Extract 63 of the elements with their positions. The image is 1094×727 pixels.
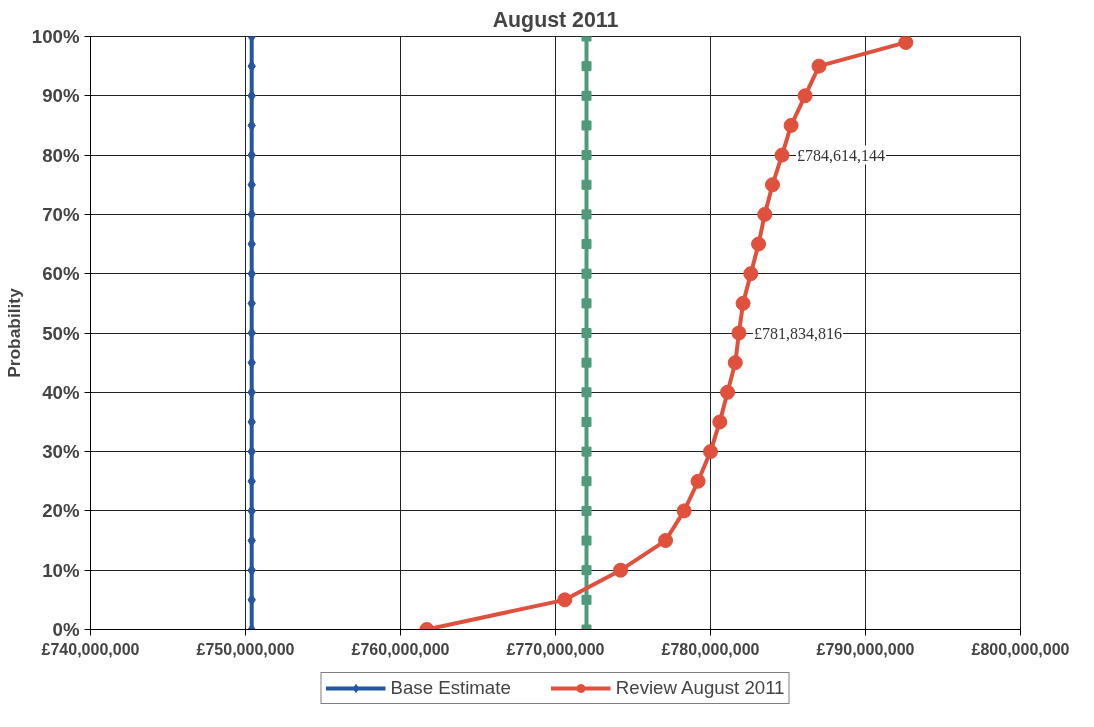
point [613,562,629,578]
point [581,179,592,190]
x-tick-label: £800,000,000 [971,640,1070,658]
point [581,268,592,279]
point [797,88,813,104]
x-tick-label: £780,000,000 [661,640,760,658]
point [735,295,751,311]
point [727,355,743,371]
point [676,503,692,519]
point [690,473,706,489]
x-tick-label: £790,000,000 [816,640,915,658]
annotation: £784,614,144 [797,146,886,164]
point [751,236,767,252]
point [581,298,592,309]
point [557,592,573,608]
annotation: £781,834,816 [753,324,842,342]
point [774,147,790,163]
x-tick-label: £750,000,000 [196,640,295,658]
point [765,177,780,193]
point [581,387,592,398]
y-tick-label: 30% [42,441,80,463]
point [712,414,728,430]
y-axis-title: Probability [3,287,24,378]
point [581,90,592,101]
point [581,446,592,457]
point [658,533,674,549]
point [581,505,592,516]
point [581,416,592,427]
point [581,565,592,576]
x-tick-label: £760,000,000 [351,640,450,658]
point [581,239,592,250]
y-tick-label: 90% [42,85,80,107]
point [581,209,592,220]
x-tick-label: £770,000,000 [506,640,605,658]
point [581,357,592,368]
y-tick-label: 80% [42,144,80,166]
point [581,535,592,546]
y-tick-label: 0% [52,619,80,640]
legend-label: Base Estimate [390,676,511,699]
point [720,384,736,400]
point [757,206,773,222]
x-tick-label: £740,000,000 [41,640,140,658]
y-tick-label: 20% [42,500,80,522]
y-tick-label: 40% [42,381,80,403]
point [581,61,592,72]
point [731,325,747,341]
point [783,117,799,133]
point [581,150,592,161]
point [743,266,759,282]
chart-title: August 2011 [492,7,619,32]
y-tick-label: 50% [42,322,80,344]
y-tick-label: 70% [42,203,80,225]
point [581,328,592,338]
point [811,58,827,74]
point [581,594,592,605]
legend-label: Review August 2011 [615,676,785,699]
point [581,476,592,487]
y-tick-label: 10% [42,559,80,581]
point [898,36,914,50]
y-tick-label: 100% [31,26,80,47]
y-tick-label: 60% [42,263,80,285]
point [581,120,592,131]
point [703,444,718,460]
